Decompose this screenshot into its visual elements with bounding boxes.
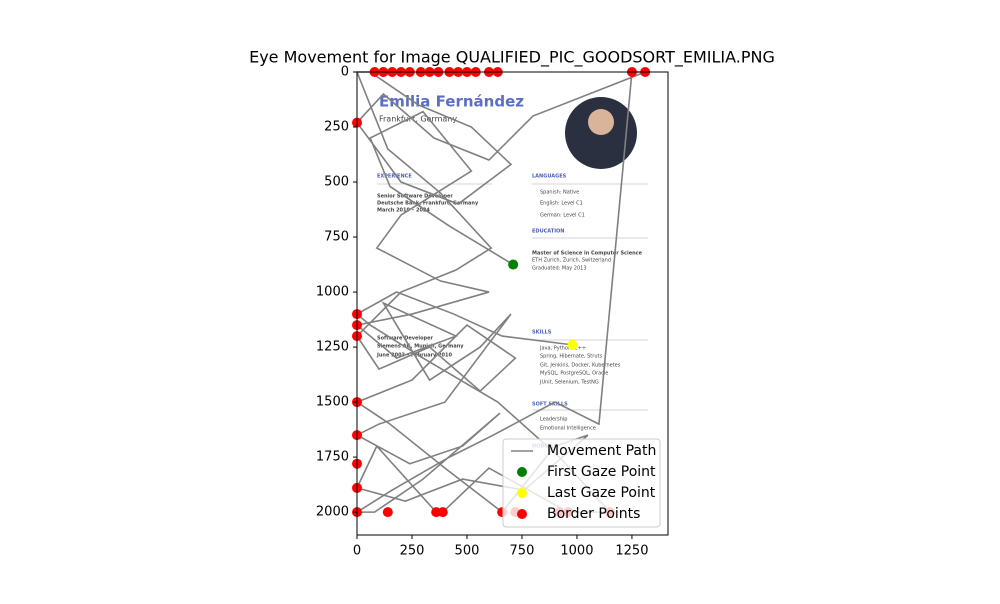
- axes-frame: [356, 71, 669, 536]
- resume-text: Spanish: Native: [540, 190, 579, 196]
- x-tick-label: 250: [400, 544, 425, 559]
- legend: Movement Path First Gaze Point Last Gaze P…: [502, 438, 661, 528]
- legend-swatch: [517, 488, 527, 498]
- legend-box: [502, 438, 661, 528]
- gaze-point: [437, 507, 448, 518]
- movement-path: [354, 71, 646, 514]
- resume-text: Siemens AG, Munich, Germany: [377, 344, 464, 350]
- resume-text: Senior Software Developer: [377, 194, 453, 200]
- resume-text: German: Level C1: [540, 213, 585, 219]
- legend-swatch: [517, 509, 527, 519]
- resume-text: MySQL, PostgreSQL, Oracle: [540, 371, 608, 377]
- resume-text: JUnit, Selenium, TestNG: [539, 380, 599, 386]
- resume-text: SKILLS: [532, 330, 552, 336]
- resume-text: Frankfurt, Germany: [379, 115, 457, 124]
- resume-text: English: Level C1: [540, 201, 583, 207]
- resume-text: Emotional Intelligence: [540, 426, 596, 432]
- y-tick-label: 250: [324, 120, 349, 135]
- gaze-point: [382, 507, 393, 518]
- legend-label: First Gaze Point: [547, 464, 656, 480]
- y-tick-label: 1750: [316, 450, 349, 465]
- legend-label: Border Points: [547, 506, 640, 522]
- resume-text: March 2010 – 2024: [377, 208, 430, 214]
- y-tick-label: 1250: [316, 340, 349, 355]
- resume-text: Emilia Fernández: [379, 93, 524, 111]
- gaze-point: [508, 259, 519, 270]
- y-tick-label: 1500: [316, 395, 349, 410]
- gaze-point: [567, 339, 578, 350]
- resume-text: EXPERIENCE: [377, 174, 412, 180]
- photo-face: [588, 109, 614, 135]
- resume-text: ETH Zurich, Zurich, Switzerland: [532, 258, 611, 264]
- y-tick-label: 0: [341, 65, 349, 80]
- resume-text: Deutsche Bank, Frankfurt, Germany: [377, 201, 479, 207]
- legend-swatch: [517, 467, 527, 477]
- x-tick-label: 1000: [560, 544, 593, 559]
- resume-text: Spring, Hibernate, Struts: [540, 354, 602, 360]
- resume-text: Graduated: May 2013: [532, 266, 587, 272]
- x-tick-label: 500: [455, 544, 480, 559]
- y-tick-label: 500: [324, 175, 349, 190]
- x-tick-label: 0: [353, 544, 361, 559]
- legend-label: Movement Path: [547, 443, 656, 459]
- resume-text: EDUCATION: [532, 229, 564, 235]
- chart-title: Eye Movement for Image QUALIFIED_PIC_GOO…: [249, 48, 775, 68]
- legend-label: Last Gaze Point: [547, 485, 656, 501]
- x-tick-label: 750: [510, 544, 535, 559]
- resume-text: LANGUAGES: [532, 174, 567, 180]
- y-tick-label: 1000: [316, 285, 349, 300]
- resume-text: Java, Python, C++: [539, 346, 586, 352]
- x-tick-label: 1250: [615, 544, 648, 559]
- resume-text: Master of Science in Computer Science: [532, 251, 643, 257]
- resume-text: Git, Jenkins, Docker, Kubernetes: [540, 363, 621, 369]
- resume-text: Leadership: [540, 417, 567, 423]
- y-tick-label: 2000: [316, 505, 349, 520]
- y-tick-label: 750: [324, 230, 349, 245]
